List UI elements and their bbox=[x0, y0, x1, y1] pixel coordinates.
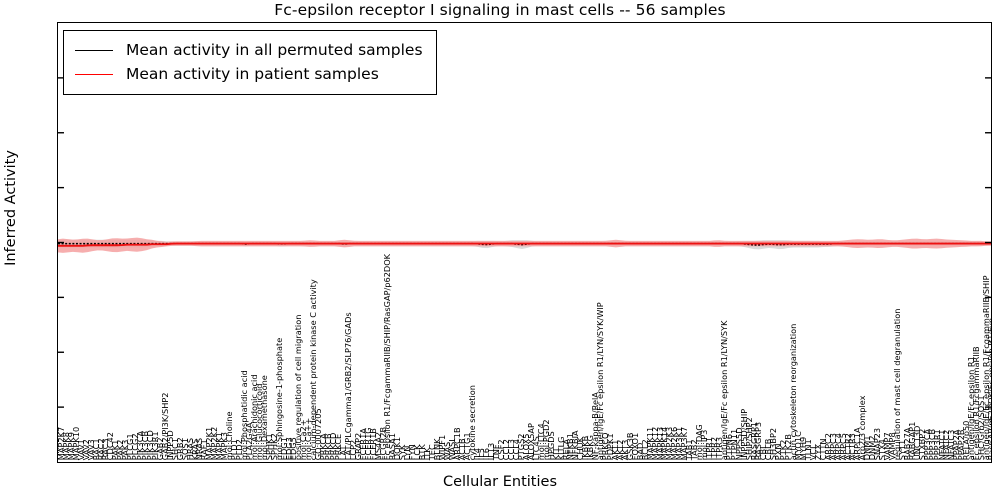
legend-label-permuted: Mean activity in all permuted samples bbox=[126, 41, 423, 59]
chart-canvas bbox=[58, 77, 991, 408]
axis-tick-marks bbox=[58, 77, 991, 408]
confidence-band bbox=[58, 237, 991, 253]
chart-title: Fc-epsilon receptor I signaling in mast … bbox=[274, 1, 726, 19]
y-axis-label: Inferred Activity bbox=[3, 150, 19, 266]
legend-item-permuted: Mean activity in all permuted samples bbox=[75, 38, 423, 62]
legend-swatch-permuted-line bbox=[75, 49, 113, 51]
legend-swatch-patient-line bbox=[75, 73, 113, 75]
series-lines bbox=[58, 242, 991, 247]
series-line bbox=[58, 242, 991, 247]
legend-label-patient: Mean activity in patient samples bbox=[126, 65, 379, 83]
confidence-bands bbox=[58, 237, 991, 253]
chart-legend: Mean activity in all permuted samples Me… bbox=[63, 30, 437, 95]
legend-item-patient: Mean activity in patient samples bbox=[75, 62, 423, 86]
plot-area bbox=[57, 22, 992, 463]
x-axis-label: Cellular Entities bbox=[442, 474, 558, 490]
